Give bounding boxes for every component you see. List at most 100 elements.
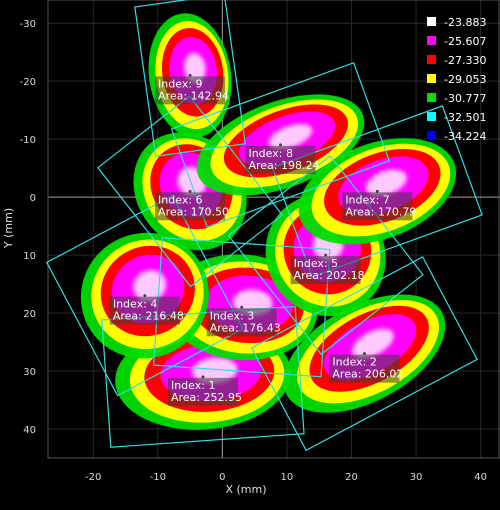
- bounding-box-7: [271, 105, 483, 278]
- legend-swatch: [427, 74, 436, 83]
- legend-label: -27.330: [444, 54, 486, 67]
- legend-item: -30.777: [427, 92, 486, 105]
- y-tick-label: 0: [30, 193, 36, 204]
- y-tick-label: 20: [23, 309, 36, 320]
- bounding-box-4: [45, 194, 244, 397]
- label-area: Area: 170.79: [345, 205, 416, 218]
- centroid-4: [143, 294, 147, 298]
- label-index: Index: 5: [294, 257, 338, 270]
- y-tick-label: 10: [23, 251, 36, 262]
- x-tick-label: -10: [150, 472, 166, 483]
- y-tick-label: -30: [20, 19, 36, 30]
- centroid-5: [324, 253, 328, 257]
- legend-item: -23.883: [427, 16, 486, 29]
- centroid-9: [188, 73, 192, 77]
- bounding-box-2: [250, 256, 478, 452]
- label-index: Index: 9: [158, 77, 202, 90]
- label-index: Index: 7: [345, 193, 389, 206]
- centroid-8: [278, 143, 282, 147]
- legend-label: -32.501: [444, 111, 486, 124]
- label-index: Index: 8: [248, 147, 292, 160]
- blob-core-white: [133, 270, 167, 302]
- legend-item: -29.053: [427, 73, 486, 86]
- label-area: Area: 170.50: [158, 205, 229, 218]
- legend-item: -27.330: [427, 54, 486, 67]
- label-area: Area: 202.18: [294, 269, 365, 282]
- centroid-3: [240, 305, 244, 309]
- label-index: Index: 6: [158, 193, 202, 206]
- label-background: [206, 308, 277, 337]
- bounding-box-6: [97, 95, 284, 288]
- blob-core-white: [365, 169, 407, 196]
- legend-swatch: [427, 55, 436, 64]
- label-area: Area: 216.48: [113, 310, 184, 323]
- label-index: Index: 4: [113, 298, 157, 311]
- blob-core-white: [351, 328, 394, 359]
- legend: -23.883 -25.607 -27.330 -29.053 -30.777 -32.5…: [427, 16, 486, 143]
- label-background: [329, 354, 400, 383]
- legend-label: -25.607: [444, 35, 486, 48]
- label-area: Area: 142.94: [158, 89, 229, 102]
- legend-label: -34.224: [444, 130, 486, 143]
- x-axis-title: X (mm): [225, 483, 266, 496]
- label-index: Index: 2: [332, 356, 376, 369]
- x-tick-label: 30: [410, 472, 423, 483]
- axis-ticks: -20 -10 0 10 20 30 40 -30 -20 -10 0 10 20 30 40: [20, 19, 487, 483]
- centroid-7: [375, 189, 379, 193]
- x-tick-label: 0: [219, 472, 225, 483]
- label-background: [245, 145, 316, 174]
- legend-swatch: [427, 112, 436, 121]
- centroid-1: [201, 375, 205, 379]
- bounding-box-1: [101, 305, 305, 448]
- plot-frame: [47, 0, 500, 459]
- legend-swatch: [427, 36, 436, 45]
- label-index: Index: 3: [210, 309, 254, 322]
- y-tick-label: -20: [20, 77, 36, 88]
- legend-swatch: [427, 93, 436, 102]
- label-area: Area: 198.24: [248, 159, 319, 172]
- label-background: [109, 296, 180, 325]
- centroid-6: [188, 189, 192, 193]
- label-background: [155, 76, 226, 105]
- label-area: Area: 206.02: [332, 368, 403, 381]
- legend-item: -32.501: [427, 111, 486, 124]
- legend-label: -23.883: [444, 16, 486, 29]
- x-tick-label: 40: [474, 472, 487, 483]
- legend-label: -29.053: [444, 73, 486, 86]
- y-tick-label: 30: [23, 367, 36, 378]
- x-tick-label: -20: [85, 472, 101, 483]
- legend-swatch: [427, 17, 436, 26]
- label-area: Area: 252.95: [171, 391, 242, 404]
- blob-core-white: [268, 123, 313, 150]
- y-tick-label: 40: [23, 425, 36, 436]
- y-tick-label: -10: [20, 135, 36, 146]
- label-background: [155, 192, 226, 221]
- label-index: Index: 1: [171, 379, 215, 392]
- y-axis-title: Y (mm): [2, 208, 15, 249]
- x-tick-label: 10: [281, 472, 294, 483]
- legend-item: -25.607: [427, 35, 486, 48]
- legend-swatch: [427, 131, 436, 140]
- bounding-box-9: [134, 0, 246, 157]
- centroid-2: [362, 352, 366, 356]
- label-background: [290, 256, 361, 285]
- legend-label: -30.777: [444, 92, 486, 105]
- legend-item: -34.224: [427, 130, 486, 143]
- label-background: [342, 192, 413, 221]
- x-tick-label: 20: [345, 472, 358, 483]
- label-background: [167, 377, 238, 406]
- bounding-box-8: [170, 62, 391, 228]
